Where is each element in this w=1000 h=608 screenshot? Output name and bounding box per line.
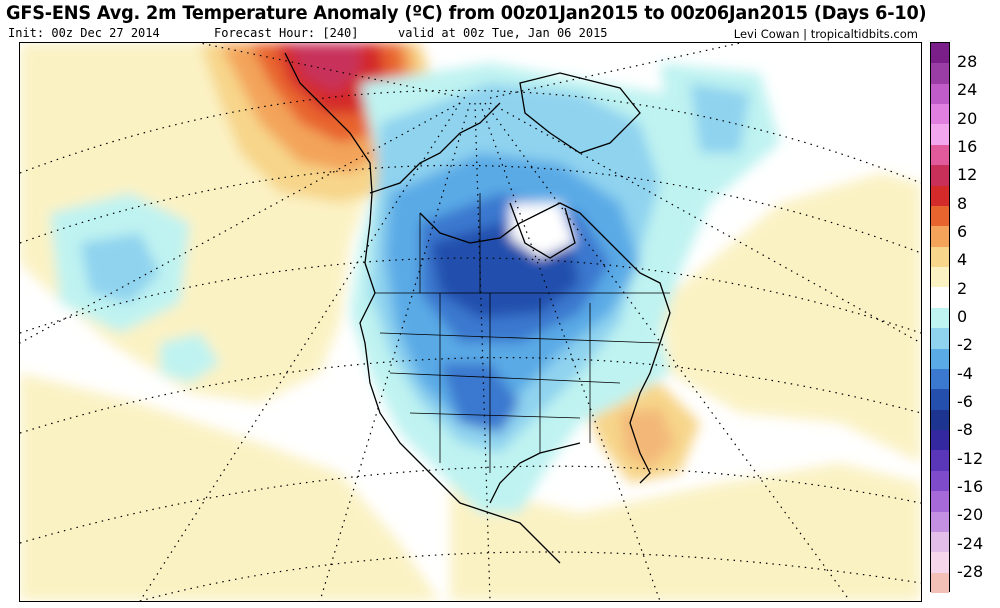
colorbar-label: 28 bbox=[957, 52, 978, 71]
anomaly-shading bbox=[20, 43, 921, 601]
colorbar-segment bbox=[931, 124, 949, 146]
colorbar-label: -8 bbox=[957, 420, 973, 440]
colorbar-segment bbox=[931, 185, 949, 207]
credit-text: Levi Cowan | tropicaltidbits.com bbox=[733, 27, 918, 41]
colorbar-segment bbox=[931, 491, 949, 512]
valid-time: valid at 00z Tue, Jan 06 2015 bbox=[398, 26, 608, 40]
colorbar-segment bbox=[931, 470, 949, 492]
colorbar-segment bbox=[931, 368, 949, 390]
colorbar-label: 0 bbox=[957, 307, 968, 326]
colorbar-segment bbox=[931, 205, 949, 227]
colorbar-label: 12 bbox=[957, 165, 978, 185]
colorbar-segment bbox=[931, 531, 949, 553]
colorbar-label: -16 bbox=[957, 477, 984, 496]
graticule bbox=[20, 43, 921, 601]
colorbar-segment bbox=[931, 409, 949, 431]
colorbar-segment bbox=[931, 165, 949, 187]
colorbar-segment bbox=[931, 430, 949, 451]
colorbar-label: 8 bbox=[957, 193, 968, 213]
forecast-hour: Forecast Hour: [240] bbox=[214, 26, 359, 40]
state-borders bbox=[375, 193, 670, 473]
colorbar-segment bbox=[931, 267, 949, 288]
colorbar-label: 20 bbox=[957, 108, 978, 128]
colorbar-segment bbox=[931, 83, 949, 105]
colorbar-segment bbox=[931, 104, 949, 125]
colorbar-label: -20 bbox=[957, 505, 984, 525]
colorbar-segment bbox=[931, 450, 949, 472]
colorbar-segment bbox=[931, 307, 949, 329]
colorbar-segment bbox=[931, 511, 949, 533]
colorbar-segment bbox=[931, 328, 949, 350]
colorbar-segment bbox=[931, 552, 949, 574]
colorbar-label: -28 bbox=[957, 562, 984, 581]
anomaly-map bbox=[19, 42, 922, 602]
colorbar-label: -6 bbox=[957, 392, 973, 411]
colorbar-label: 6 bbox=[957, 222, 968, 241]
colorbar-label: 24 bbox=[957, 80, 978, 100]
colorbar-label: 16 bbox=[957, 137, 978, 156]
colorbar bbox=[930, 42, 950, 594]
colorbar-segment bbox=[931, 389, 949, 411]
colorbar-label: -4 bbox=[957, 363, 973, 383]
colorbar-segment bbox=[931, 43, 949, 64]
colorbar-segment bbox=[931, 348, 949, 370]
colorbar-segment bbox=[931, 63, 949, 85]
colorbar-segment bbox=[931, 246, 949, 268]
colorbar-label: -12 bbox=[957, 448, 984, 468]
colorbar-label: 4 bbox=[957, 250, 968, 270]
colorbar-label: -2 bbox=[957, 335, 973, 355]
colorbar-label: -24 bbox=[957, 533, 984, 553]
colorbar-segment bbox=[931, 287, 949, 309]
chart-title: GFS-ENS Avg. 2m Temperature Anomaly (ºC)… bbox=[6, 2, 927, 24]
colorbar-segment bbox=[931, 572, 949, 594]
colorbar-label: 2 bbox=[957, 278, 968, 298]
colorbar-segment bbox=[931, 226, 949, 248]
init-time: Init: 00z Dec 27 2014 bbox=[8, 26, 160, 40]
colorbar-segment bbox=[931, 144, 949, 166]
